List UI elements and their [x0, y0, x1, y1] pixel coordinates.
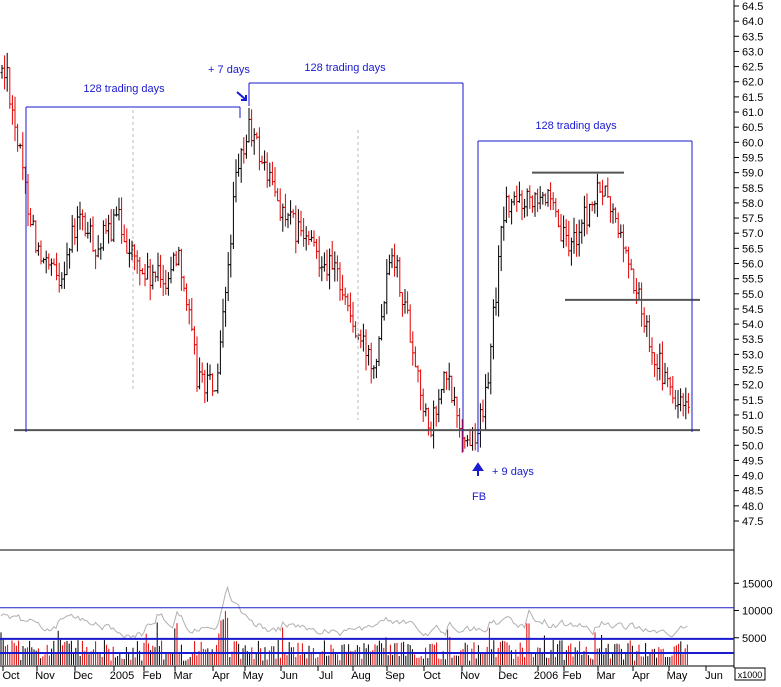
- time-tick-label: 2006: [534, 670, 558, 682]
- volume-tick-label: 5000: [742, 633, 766, 645]
- price-tick-label: 62.0: [742, 77, 763, 89]
- volume-average-line: [0, 585, 688, 639]
- time-tick-label: Jul: [319, 670, 333, 682]
- time-tick-label: Jun: [705, 670, 723, 682]
- volume-tick-label: 10000: [742, 606, 773, 618]
- price-bars: [0, 52, 690, 453]
- chart-frame: [0, 0, 735, 668]
- time-tick-label: Oct: [423, 670, 440, 682]
- time-tick-label: Nov: [35, 670, 55, 682]
- volume-reference-lines: [0, 607, 734, 655]
- time-tick-label: Nov: [460, 670, 480, 682]
- price-tick-label: 59.5: [742, 152, 763, 164]
- price-tick-label: 62.5: [742, 62, 763, 74]
- price-tick-label: 52.0: [742, 380, 763, 392]
- support-resistance-lines: [14, 171, 700, 432]
- price-tick-label: 54.0: [742, 319, 763, 331]
- price-tick-label: 54.5: [742, 304, 763, 316]
- price-tick-label: 49.5: [742, 455, 763, 467]
- price-tick-label: 51.0: [742, 410, 763, 422]
- price-tick-label: 59.0: [742, 168, 763, 180]
- arrow-down-right-icon: [236, 91, 247, 101]
- price-tick-label: 58.0: [742, 198, 763, 210]
- annotation-plus-9-days: + 9 days: [492, 466, 534, 478]
- price-tick-label: 47.5: [742, 516, 763, 528]
- price-tick-label: 60.0: [742, 137, 763, 149]
- time-tick-label: 2005: [110, 670, 134, 682]
- price-tick-label: 55.0: [742, 289, 763, 301]
- time-tick-label: Oct: [2, 670, 19, 682]
- arrow-up-icon: [472, 462, 484, 476]
- price-axis-ticks: 64.5 64.0 63.5 63.0 62.5 62.0 61.5 61.0 60.5 60.0…: [734, 1, 763, 528]
- cycle-brackets: [25, 82, 693, 452]
- annotation-128-trading-days-3: 128 trading days: [535, 120, 617, 132]
- price-tick-label: 55.5: [742, 274, 763, 286]
- price-tick-label: 57.0: [742, 228, 763, 240]
- volume-unit-label: x1000: [738, 670, 763, 680]
- price-tick-label: 52.5: [742, 365, 763, 377]
- annotation-128-trading-days-2: 128 trading days: [304, 62, 386, 74]
- price-tick-label: 63.5: [742, 31, 763, 43]
- price-tick-label: 49.0: [742, 471, 763, 483]
- price-tick-label: 64.5: [742, 1, 763, 13]
- time-tick-label: May: [243, 670, 264, 682]
- time-tick-label: Feb: [143, 670, 162, 682]
- price-tick-label: 60.5: [742, 122, 763, 134]
- price-tick-label: 53.5: [742, 334, 763, 346]
- time-axis-ticks: Oct Nov Dec 2005 Feb Mar Apr May Jun Jul Aug Sep Oct…: [2, 666, 723, 682]
- price-tick-label: 51.5: [742, 395, 763, 407]
- volume-unit-box: [734, 667, 766, 681]
- volume-axis-ticks: 15000 10000 5000: [734, 578, 773, 645]
- price-tick-label: 63.0: [742, 46, 763, 58]
- price-tick-label: 56.0: [742, 259, 763, 271]
- annotation-plus-7-days: + 7 days: [208, 64, 250, 76]
- price-tick-label: 48.0: [742, 501, 763, 513]
- annotation-fb: FB: [472, 491, 486, 503]
- price-tick-label: 61.5: [742, 92, 763, 104]
- price-tick-label: 50.0: [742, 440, 763, 452]
- time-tick-label: Dec: [73, 670, 93, 682]
- price-tick-label: 53.0: [742, 349, 763, 361]
- time-tick-label: Jun: [280, 670, 298, 682]
- time-tick-label: Apr: [212, 670, 229, 682]
- time-tick-label: Mar: [597, 670, 616, 682]
- price-tick-label: 58.5: [742, 183, 763, 195]
- time-tick-label: Aug: [351, 670, 371, 682]
- time-tick-label: May: [667, 670, 688, 682]
- time-tick-label: Apr: [632, 670, 649, 682]
- time-tick-label: Dec: [498, 670, 518, 682]
- time-tick-label: Mar: [174, 670, 193, 682]
- time-tick-label: Sep: [385, 670, 405, 682]
- time-tick-label: Feb: [563, 670, 582, 682]
- annotation-128-trading-days-1: 128 trading days: [83, 83, 165, 95]
- price-tick-label: 61.0: [742, 107, 763, 119]
- price-tick-label: 50.5: [742, 425, 763, 437]
- price-tick-label: 48.5: [742, 486, 763, 498]
- price-tick-label: 56.5: [742, 243, 763, 255]
- volume-tick-label: 15000: [742, 578, 773, 590]
- price-tick-label: 57.5: [742, 213, 763, 225]
- price-tick-label: 64.0: [742, 16, 763, 28]
